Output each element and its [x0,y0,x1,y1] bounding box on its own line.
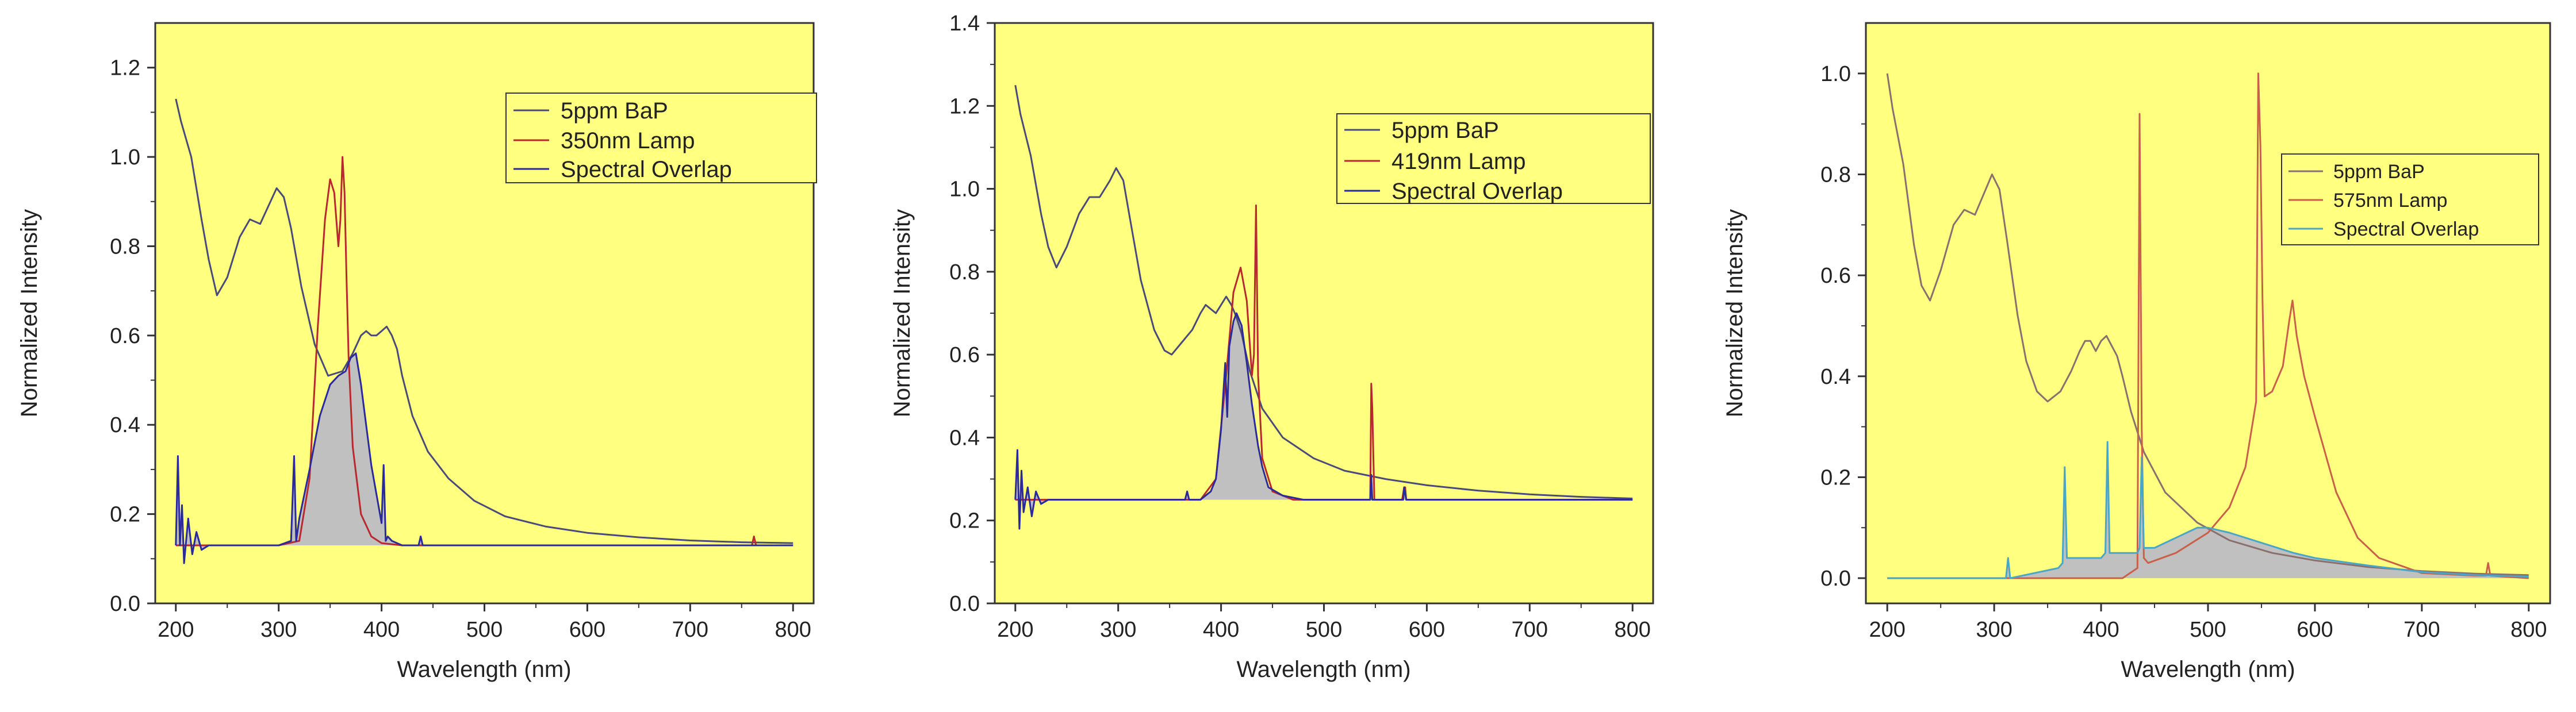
y-tick-label-right: 0.8 [1820,163,1851,187]
x-tick-label-middle: 500 [1306,618,1342,642]
legend-label-overlap-right: Spectral Overlap [2333,218,2479,240]
y-tick-label-right: 0.6 [1820,264,1851,288]
x-tick-label-middle: 400 [1203,618,1239,642]
y-tick-label-middle: 1.2 [949,94,980,118]
y-tick-label-middle: 1.4 [949,11,980,36]
y-tick-label-right: 0.4 [1820,365,1851,389]
y-tick-label-middle: 0.4 [949,426,980,450]
legend-label-lamp-middle: 419nm Lamp [1392,149,1525,174]
overlap-fill-right [1887,442,2529,579]
legend-label-lamp-left: 350nm Lamp [561,128,695,153]
legend-label-bap-middle: 5ppm BaP [1392,118,1499,143]
legend-left: 5ppm BaP 350nm Lamp Spectral Overlap [505,93,817,183]
y-tick-label-middle: 0.0 [949,592,980,616]
legend-right: 5ppm BaP 575nm Lamp Spectral Overlap [2281,153,2539,245]
y-tick-label-left: 0.0 [110,592,140,616]
x-tick-label-left: 400 [363,618,400,642]
x-tick-label-right: 500 [2190,618,2226,642]
x-tick-label-right: 700 [2404,618,2440,642]
y-tick-label-right: 0.2 [1820,465,1851,490]
series-line-overlap-right [1887,441,2529,579]
x-tick-label-left: 500 [466,618,503,642]
series-line-bap-right [1886,73,2529,576]
x-tick-label-middle: 600 [1409,618,1445,642]
legend-label-bap-right: 5ppm BaP [2333,161,2425,183]
x-tick-label-left: 600 [569,618,605,642]
legend-box-middle [1336,113,1651,204]
plot-area-right [1866,23,2550,603]
x-tick-label-middle: 200 [997,618,1033,642]
legend-box-right [2281,153,2539,245]
legend-label-overlap-left: Spectral Overlap [561,157,732,182]
y-tick-label-middle: 1.0 [949,178,980,202]
x-tick-label-middle: 800 [1615,618,1651,642]
x-axis-label-left: Wavelength (nm) [397,657,571,682]
legend-box-left [505,93,817,183]
y-tick-label-middle: 0.6 [949,343,980,367]
chart-left: 200 300 400 500 600 700 800 0.0 0.2 0.4 0.6 0.8 1.0… [17,22,817,682]
legend-middle: 5ppm BaP 419nm Lamp Spectral Overlap [1336,113,1651,204]
x-tick-label-left: 800 [775,618,811,642]
y-axis-label-right: Normalized Intensity [1722,209,1747,417]
x-tick-label-middle: 300 [1100,618,1136,642]
y-tick-label-left: 0.4 [110,413,140,437]
x-tick-label-right: 400 [2083,618,2119,642]
series-line-bap-middle [1014,84,1633,499]
x-tick-label-right: 800 [2510,618,2547,642]
y-tick-label-right: 0.0 [1820,567,1851,591]
series-line-overlap-middle [1014,312,1633,530]
y-tick-label-left: 0.2 [110,503,140,527]
y-tick-label-left: 0.8 [110,234,140,259]
y-tick-label-left: 0.6 [110,324,140,348]
x-axis-label-right: Wavelength (nm) [2121,657,2295,682]
y-axis-label-left: Normalized Intensity [17,209,42,417]
y-tick-label-right: 1.0 [1820,62,1851,86]
y-tick-label-middle: 0.8 [949,260,980,284]
y-tick-label-left: 1.0 [110,145,140,170]
x-tick-label-right: 600 [2297,618,2333,642]
plot-area-middle [995,23,1653,603]
x-tick-label-middle: 700 [1512,618,1548,642]
legend-label-overlap-middle: Spectral Overlap [1392,179,1563,204]
y-tick-label-left: 1.2 [110,56,140,80]
chart-middle: 200 300 400 500 600 700 800 0.0 0.2 0.4 0.6 0.8 1.0… [890,11,1654,682]
x-tick-label-right: 300 [1976,618,2012,642]
x-tick-label-left: 700 [672,618,708,642]
x-axis-label-middle: Wavelength (nm) [1236,657,1410,682]
y-tick-label-middle: 0.2 [949,509,980,533]
x-tick-label-left: 300 [260,618,297,642]
chart-right: 200 300 400 500 600 700 800 0.0 0.2 0.4 0.6 0.8 1.0… [1722,22,2551,682]
x-tick-label-right: 200 [1869,618,1905,642]
legend-label-lamp-right: 575nm Lamp [2333,190,2447,211]
series-line-bap-left [175,98,793,544]
legend-label-bap-left: 5ppm BaP [561,98,668,124]
series-line-overlap-left [175,352,793,564]
overlap-fill-left [175,353,793,564]
y-axis-label-middle: Normalized Intensity [890,209,915,417]
x-tick-label-left: 200 [158,618,194,642]
